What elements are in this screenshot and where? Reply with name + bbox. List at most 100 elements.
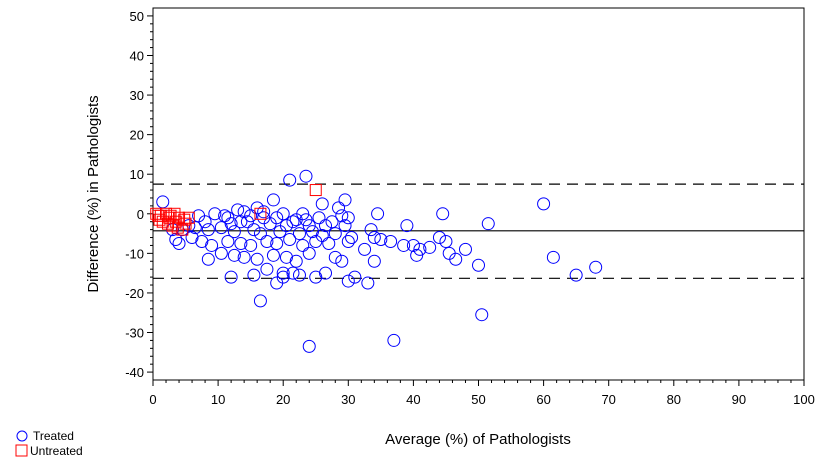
treated-point: [279, 250, 293, 264]
treated-point: [237, 250, 251, 264]
untreated-point: [309, 184, 322, 197]
treated-point: [348, 270, 362, 284]
treated-point: [244, 238, 258, 252]
treated-point: [335, 254, 349, 268]
treated-point: [305, 225, 319, 239]
treated-point: [341, 234, 355, 248]
treated-point: [322, 236, 336, 250]
treated-point: [286, 266, 300, 280]
treated-point: [397, 238, 411, 252]
treated-point: [283, 173, 297, 187]
untreated-point: [153, 213, 166, 226]
treated-point: [384, 234, 398, 248]
treated-point: [400, 219, 414, 233]
treated-point: [481, 217, 495, 231]
plot-frame: [152, 7, 805, 381]
legend-treated-label: Treated: [33, 429, 74, 443]
treated-point: [328, 227, 342, 241]
legend-untreated-label: Untreated: [30, 444, 83, 458]
untreated-point: [254, 207, 267, 220]
treated-point: [439, 234, 453, 248]
treated-point: [589, 260, 603, 274]
treated-point: [198, 215, 212, 229]
y-axis-title: Difference (%) in Pathologists: [85, 95, 102, 292]
treated-point: [341, 274, 355, 288]
treated-point: [289, 254, 303, 268]
treated-point: [387, 333, 401, 347]
treated-point: [569, 268, 583, 282]
x-tick-label: 80: [667, 392, 681, 407]
treated-point: [195, 234, 209, 248]
treated-point: [250, 252, 264, 266]
x-tick-label: 90: [732, 392, 746, 407]
x-tick-label: 30: [341, 392, 355, 407]
treated-point: [299, 169, 313, 183]
treated-point: [270, 236, 284, 250]
treated-point: [345, 231, 359, 245]
x-tick-label: 10: [211, 392, 225, 407]
treated-point: [231, 203, 245, 217]
treated-point: [546, 250, 560, 264]
treated-point: [374, 233, 388, 247]
treated-point: [332, 201, 346, 215]
treated-point: [319, 266, 333, 280]
treated-point: [309, 270, 323, 284]
treated-point: [227, 248, 241, 262]
treated-point: [214, 246, 228, 260]
treated-point: [302, 339, 316, 353]
treated-point: [289, 213, 303, 227]
treated-point: [325, 215, 339, 229]
treated-point: [367, 254, 381, 268]
treated-point: [276, 270, 290, 284]
untreated-point: [152, 209, 165, 222]
treated-point: [315, 197, 329, 211]
treated-point: [234, 215, 248, 229]
treated-point: [432, 231, 446, 245]
x-axis-title: Average (%) of Pathologists: [385, 431, 571, 448]
treated-point: [361, 276, 375, 290]
untreated-point: [179, 217, 192, 230]
x-tick-label: 0: [149, 392, 156, 407]
treated-point: [472, 258, 485, 272]
treated-point: [221, 211, 235, 225]
treated-point: [296, 238, 310, 252]
treated-point: [335, 209, 349, 223]
y-tick-label: 10: [130, 167, 144, 182]
y-tick-label: 20: [130, 128, 144, 143]
x-tick-label: 20: [276, 392, 290, 407]
treated-point: [302, 246, 316, 260]
treated-point: [224, 270, 238, 284]
treated-point: [449, 252, 463, 266]
treated-point: [292, 227, 306, 241]
treated-point: [358, 242, 372, 256]
treated-point: [286, 215, 300, 229]
y-tick-label: 30: [130, 88, 144, 103]
legend: Treated Untreated: [15, 429, 83, 458]
treated-point: [406, 238, 420, 252]
treated-point: [458, 242, 472, 256]
x-tick-label: 100: [793, 392, 815, 407]
treated-point: [247, 268, 261, 282]
treated-point: [221, 234, 235, 248]
untreated-point: [178, 213, 191, 226]
treated-point: [475, 308, 489, 322]
treated-point: [367, 231, 381, 245]
treated-point: [283, 233, 297, 247]
treated-point: [156, 195, 170, 209]
treated-point: [253, 294, 267, 308]
treated-point: [312, 211, 326, 225]
treated-point: [224, 217, 238, 231]
treated-point: [234, 236, 248, 250]
treated-point: [266, 193, 280, 207]
treated-point: [299, 213, 313, 227]
treated-point: [201, 223, 215, 237]
treated-point: [244, 209, 258, 223]
treated-point: [410, 248, 424, 262]
treated-point: [273, 225, 287, 239]
treated-point: [218, 209, 232, 223]
y-tick-label: -30: [125, 326, 144, 341]
treated-point: [227, 225, 241, 239]
treated-point: [423, 240, 437, 254]
treated-point: [257, 205, 271, 219]
